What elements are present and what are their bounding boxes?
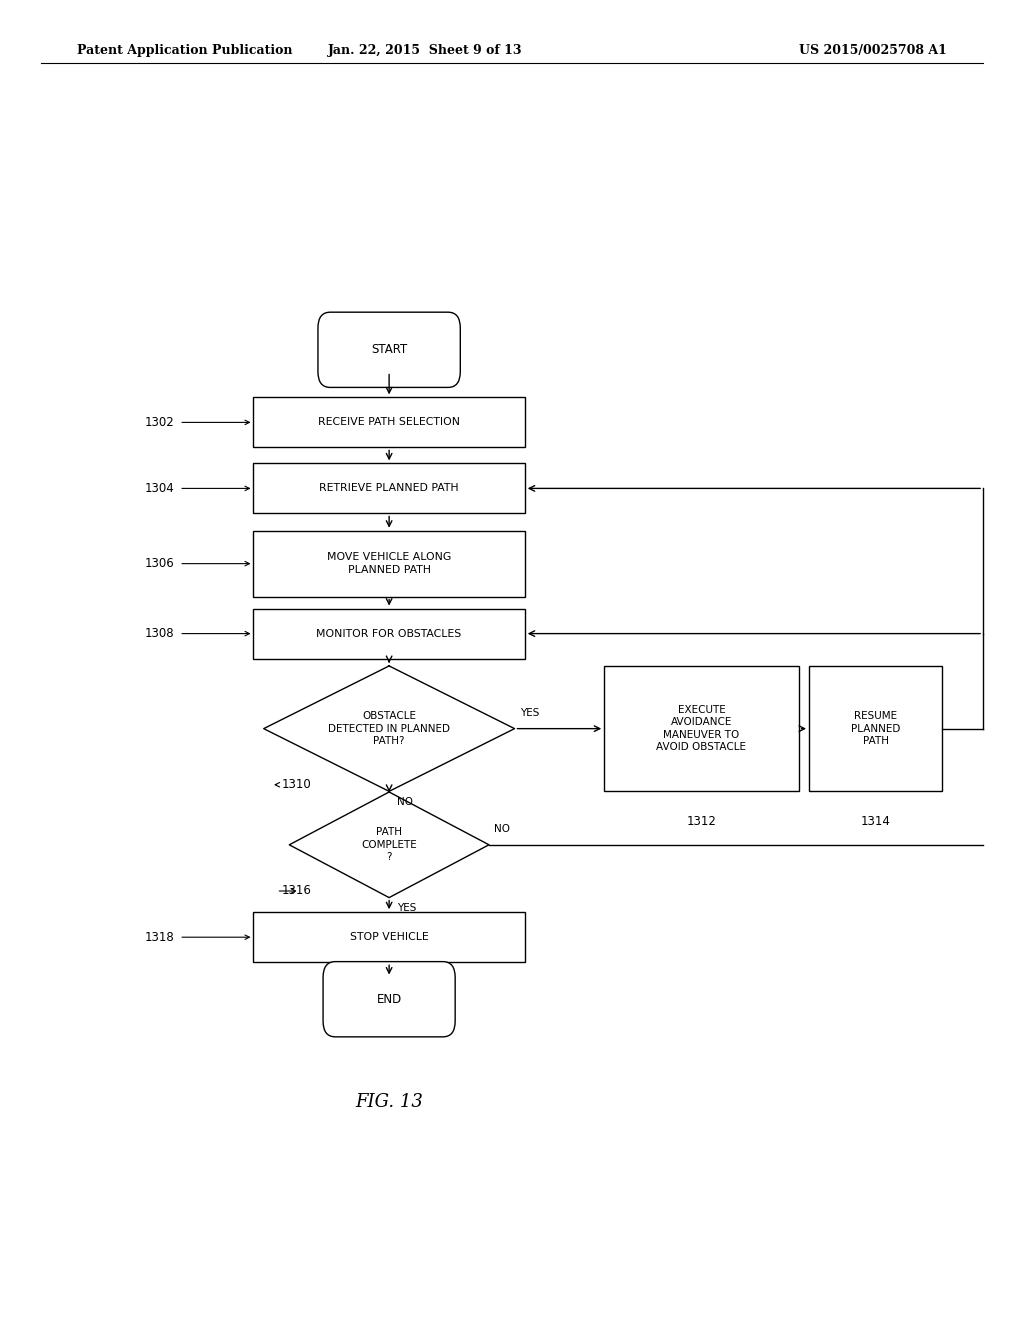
Text: STOP VEHICLE: STOP VEHICLE (350, 932, 428, 942)
FancyBboxPatch shape (324, 961, 455, 1038)
Text: PATH
COMPLETE
?: PATH COMPLETE ? (361, 828, 417, 862)
Text: 1318: 1318 (144, 931, 174, 944)
Text: 1308: 1308 (144, 627, 174, 640)
Text: 1306: 1306 (144, 557, 174, 570)
Text: EXECUTE
AVOIDANCE
MANEUVER TO
AVOID OBSTACLE: EXECUTE AVOIDANCE MANEUVER TO AVOID OBST… (656, 705, 746, 752)
Text: 1312: 1312 (686, 814, 717, 828)
Text: MONITOR FOR OBSTACLES: MONITOR FOR OBSTACLES (316, 628, 462, 639)
Bar (254, 912, 524, 962)
Text: NO: NO (495, 824, 510, 834)
Text: RETRIEVE PLANNED PATH: RETRIEVE PLANNED PATH (319, 483, 459, 494)
Bar (254, 397, 524, 447)
Text: OBSTACLE
DETECTED IN PLANNED
PATH?: OBSTACLE DETECTED IN PLANNED PATH? (328, 711, 451, 746)
Bar (254, 463, 524, 513)
Bar (809, 665, 942, 791)
Text: 1314: 1314 (860, 814, 891, 828)
Text: YES: YES (519, 708, 539, 718)
Text: NO: NO (397, 797, 414, 807)
Text: MOVE VEHICLE ALONG
PLANNED PATH: MOVE VEHICLE ALONG PLANNED PATH (327, 553, 452, 574)
Text: 1304: 1304 (144, 482, 174, 495)
Bar (254, 531, 524, 597)
Text: 1302: 1302 (144, 416, 174, 429)
Text: END: END (377, 993, 401, 1006)
Bar (254, 609, 524, 659)
Text: YES: YES (397, 903, 417, 913)
Bar (604, 665, 799, 791)
Text: US 2015/0025708 A1: US 2015/0025708 A1 (799, 44, 946, 57)
Text: 1316: 1316 (282, 884, 311, 898)
Text: RESUME
PLANNED
PATH: RESUME PLANNED PATH (851, 711, 900, 746)
Text: Patent Application Publication: Patent Application Publication (77, 44, 292, 57)
Text: START: START (371, 343, 408, 356)
FancyBboxPatch shape (317, 312, 461, 388)
Text: 1310: 1310 (282, 777, 311, 791)
Text: RECEIVE PATH SELECTION: RECEIVE PATH SELECTION (318, 417, 460, 428)
Text: Jan. 22, 2015  Sheet 9 of 13: Jan. 22, 2015 Sheet 9 of 13 (328, 44, 522, 57)
Text: FIG. 13: FIG. 13 (355, 1093, 423, 1111)
